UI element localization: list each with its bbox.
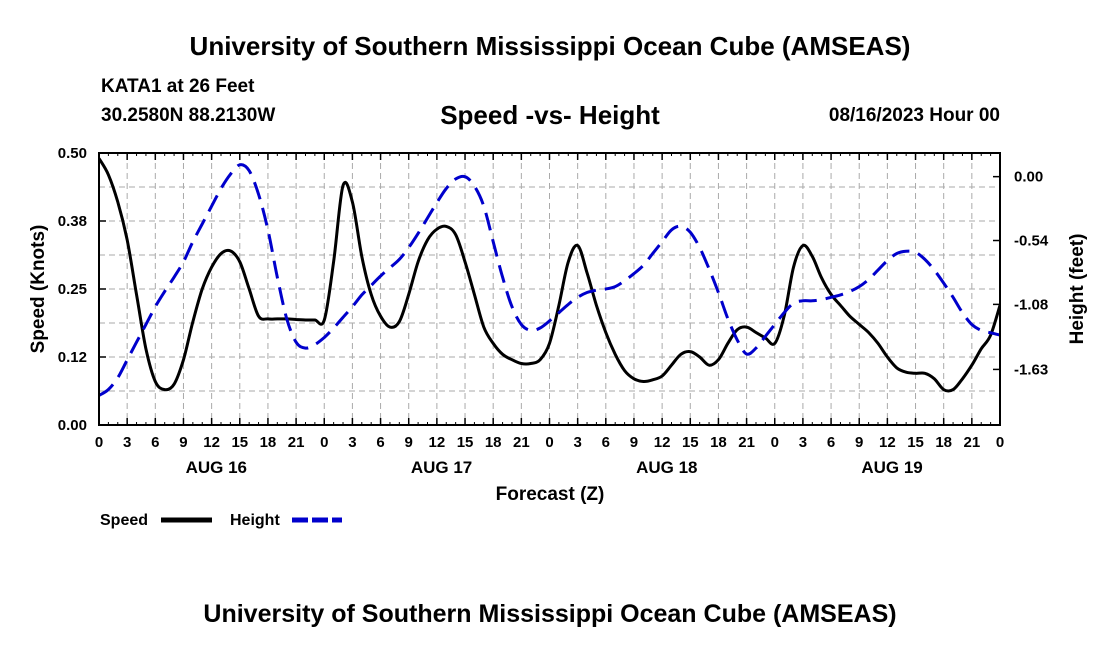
y2-tick-label: -1.08 [1014,296,1048,313]
x-tick-label: 6 [827,434,835,451]
x-tick-label: 0 [545,434,553,451]
x-tick-label: 21 [738,434,755,451]
speed-series-line [99,157,1000,393]
y-tick-label: 0.12 [58,349,87,366]
x-tick-label: 3 [123,434,131,451]
grid-lines [98,152,1001,426]
y2-tick-label: -0.54 [1014,233,1049,250]
y-tick-label: 0.25 [58,281,87,298]
x-tick-label: 15 [231,434,248,451]
station-coordinates: 30.2580N 88.2130W [101,105,276,126]
y2-tick-label: -1.63 [1014,361,1048,378]
legend-speed-label: Speed [100,512,148,529]
x-tick-label: 21 [964,434,981,451]
x-tick-label: 6 [602,434,610,451]
x-tick-label: 18 [485,434,502,451]
station-label: KATA1 at 26 Feet [101,76,255,97]
day-label: AUG 16 [186,458,247,477]
x-tick-label: 18 [710,434,727,451]
x-tick-label: 6 [151,434,159,451]
x-tick-label: 21 [288,434,305,451]
x-tick-label: 18 [260,434,277,451]
x-tick-label: 6 [376,434,384,451]
x-tick-label: 0 [771,434,779,451]
y-tick-label: 0.50 [58,145,87,162]
x-tick-label: 12 [654,434,671,451]
chart-title: Speed -vs- Height [440,100,660,130]
x-tick-label: 9 [179,434,187,451]
y2-tick-label: 0.00 [1014,169,1043,186]
x-tick-label: 12 [429,434,446,451]
x-tick-label: 15 [457,434,474,451]
x-tick-label: 9 [405,434,413,451]
forecast-datetime: 08/16/2023 Hour 00 [828,105,1000,126]
x-tick-label: 3 [799,434,807,451]
y-axis-label: Speed (Knots) [28,225,49,354]
y2-axis-label: Height (feet) [1067,234,1088,345]
x-tick-label: 9 [630,434,638,451]
y-tick-label: 0.38 [58,213,87,230]
day-label: AUG 19 [861,458,922,477]
axes-layer: 0 3 6 9 12 15 18 21 0 3 6 9 12 15 18 21 0 3 6 9 12 15 18 21 0 3 6 9… [28,145,1088,505]
x-tick-label: 12 [203,434,220,451]
x-tick-label: 21 [513,434,530,451]
x-tick-label: 0 [95,434,103,451]
series-layer [99,157,1000,397]
x-tick-label: 12 [879,434,896,451]
legend-height-label: Height [230,512,280,529]
x-tick-label: 3 [348,434,356,451]
x-tick-label: 15 [682,434,699,451]
footer-title: University of Southern Mississippi Ocean… [203,600,897,628]
x-tick-label: 0 [996,434,1004,451]
x-tick-label: 3 [573,434,581,451]
legend: Speed Height [100,512,342,529]
page-title: University of Southern Mississippi Ocean… [189,31,911,61]
day-label: AUG 17 [411,458,472,477]
x-tick-label: 9 [855,434,863,451]
y-tick-label: 0.00 [58,417,87,434]
x-axis-label: Forecast (Z) [496,484,605,505]
x-tick-label: 18 [935,434,952,451]
x-tick-label: 0 [320,434,328,451]
height-series-line [99,163,1000,397]
day-label: AUG 18 [636,458,697,477]
x-tick-label: 15 [907,434,924,451]
